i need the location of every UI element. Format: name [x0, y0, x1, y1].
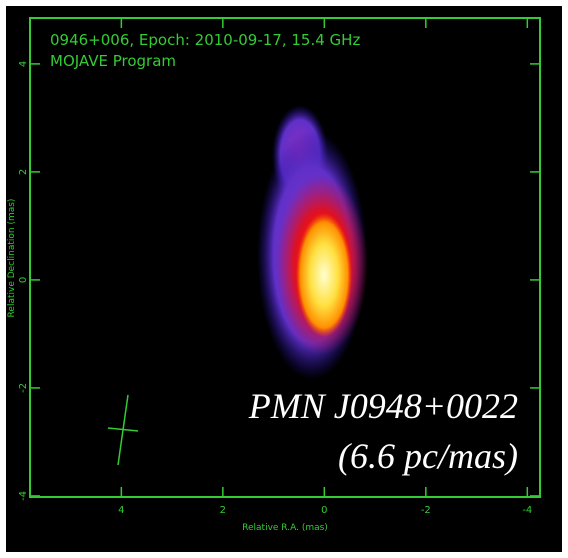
y-axis-label: Relative Declination (mas) [7, 199, 17, 318]
radio-image [257, 105, 368, 380]
y-tick-label: 2 [18, 169, 29, 175]
annotation: PMN J0948+0022 [248, 386, 518, 426]
y-tick-label: 0 [18, 277, 29, 283]
core [296, 213, 352, 337]
x-tick-label: 0 [321, 505, 327, 516]
x-tick-label: 4 [118, 505, 124, 516]
annotation: (6.6 pc/mas) [338, 436, 518, 476]
x-tick-label: -4 [522, 505, 532, 516]
y-tick-label: 4 [18, 61, 29, 67]
x-tick-label: 2 [220, 505, 226, 516]
title: 0946+006, Epoch: 2010-09-17, 15.4 GHz [50, 31, 360, 49]
beam [107, 394, 139, 466]
x-axis-label: Relative R.A. (mas) [242, 523, 328, 533]
y-tick-label: -2 [18, 383, 29, 393]
x-tick-label: -2 [421, 505, 431, 516]
subtitle: MOJAVE Program [50, 52, 176, 70]
frame [29, 17, 541, 498]
y-tick-label: -4 [18, 491, 29, 501]
